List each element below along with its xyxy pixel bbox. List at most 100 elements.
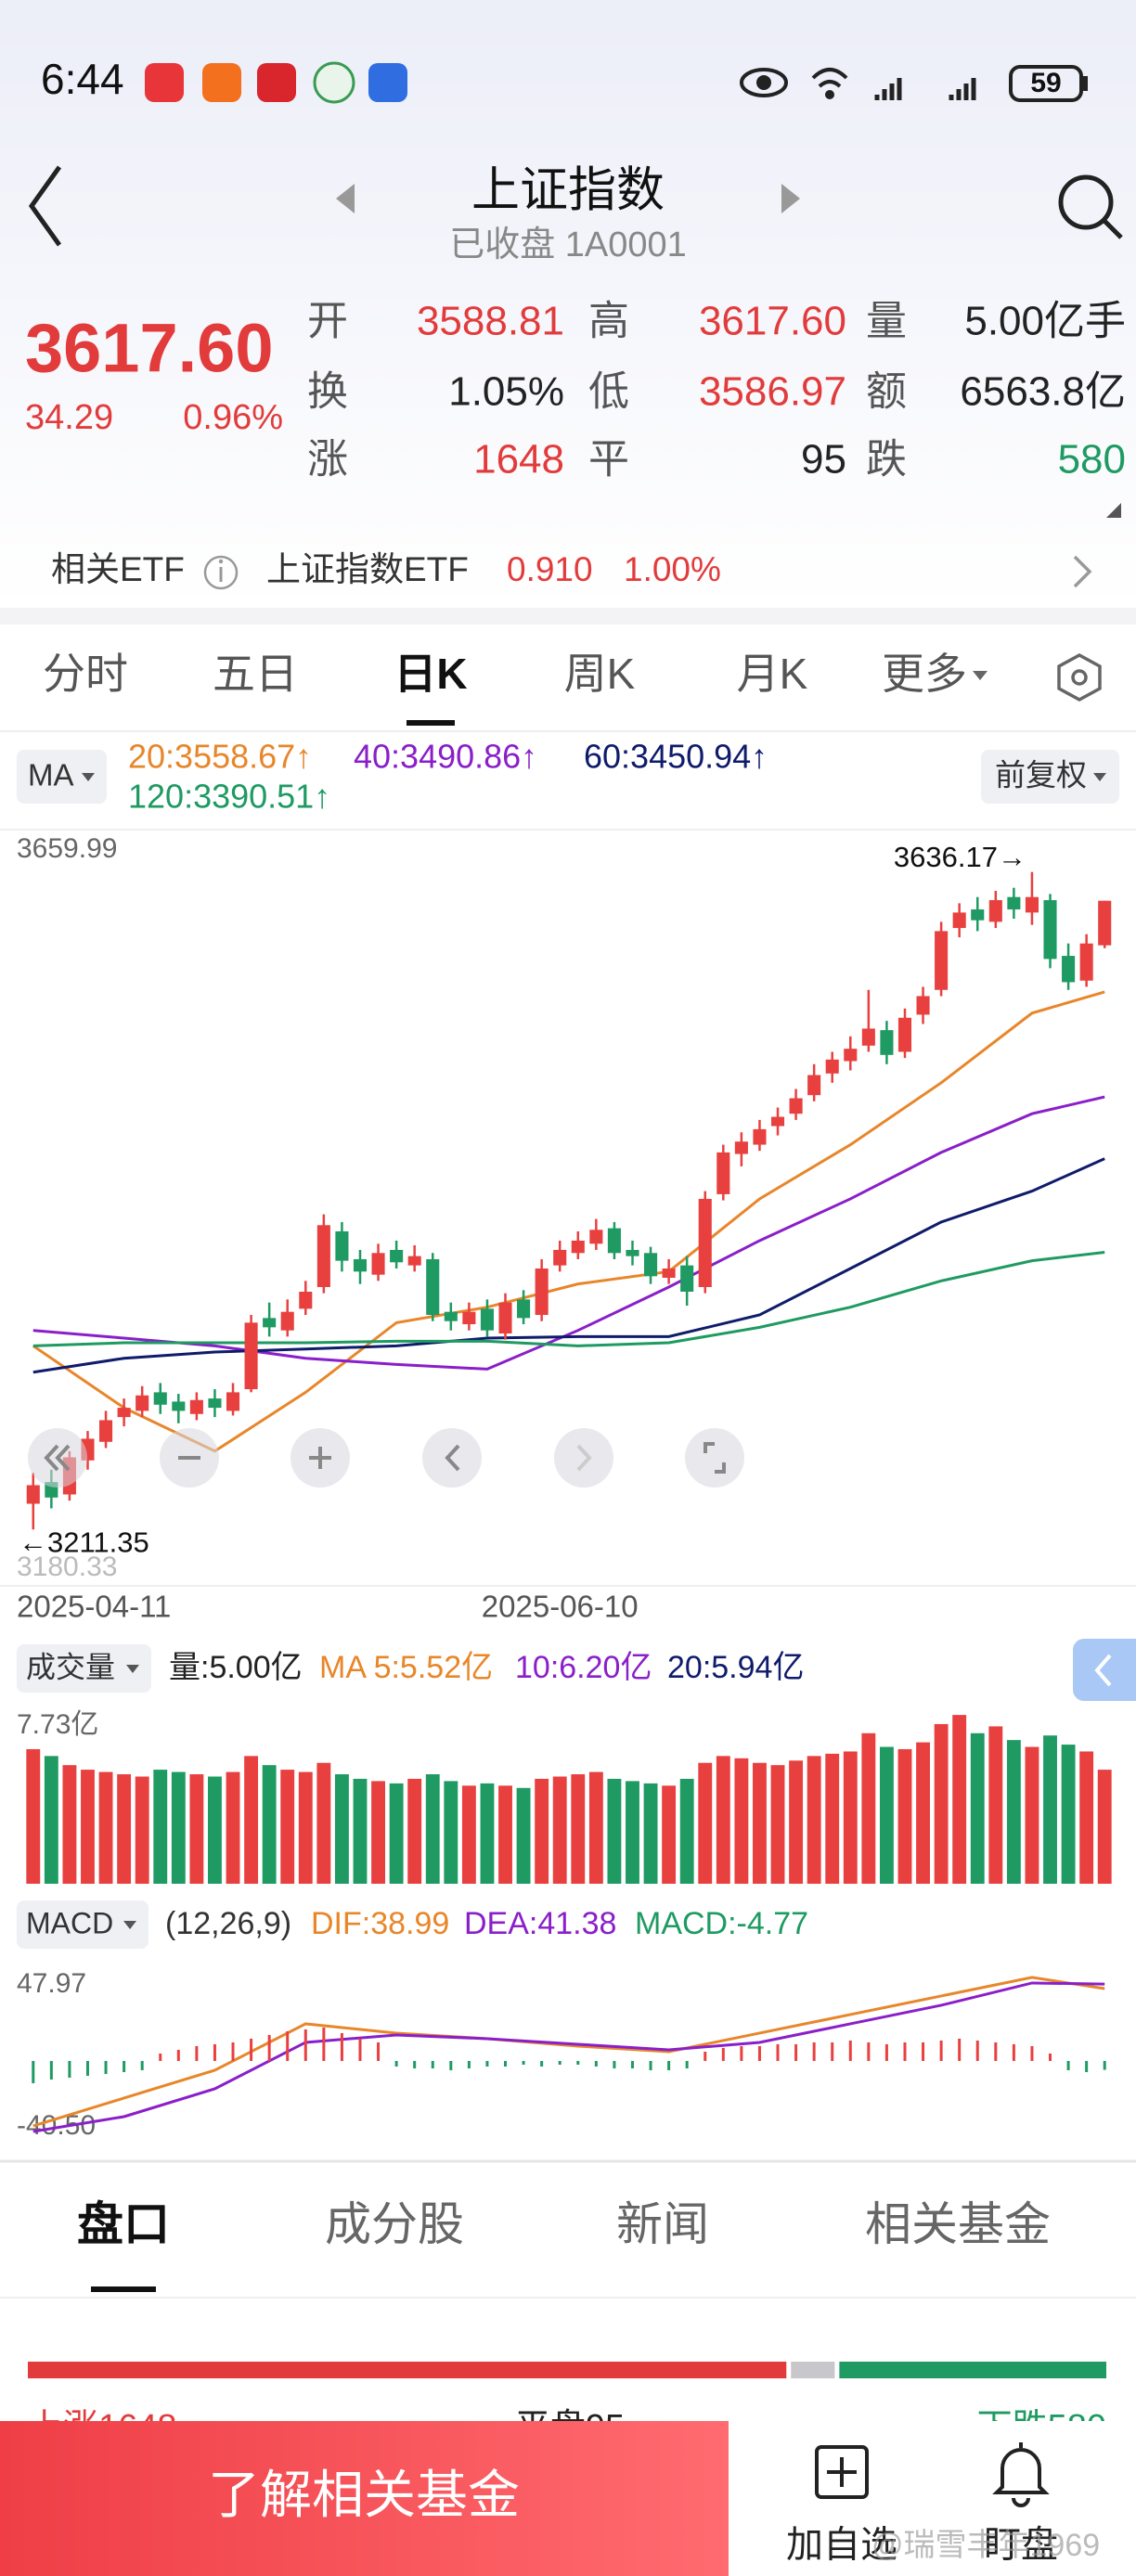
dropdown-caret xyxy=(126,1665,139,1673)
expand-indicator[interactable] xyxy=(1106,503,1121,518)
tab-underline xyxy=(407,720,455,726)
candle-body xyxy=(371,1253,385,1275)
etf-label: 相关ETF xyxy=(51,550,185,588)
y-tick-label: 3180.33 xyxy=(17,1552,117,1582)
candle-body xyxy=(916,996,930,1015)
info-icon[interactable] xyxy=(203,555,239,590)
action-label[interactable]: 盯盘 xyxy=(984,2525,1058,2566)
volume-bar xyxy=(535,1778,549,1884)
prev-index[interactable] xyxy=(336,184,355,213)
candle-body xyxy=(770,1116,785,1127)
search-button[interactable] xyxy=(1058,174,1123,239)
etf-name[interactable]: 上证指数ETF xyxy=(266,550,469,588)
volume-bar xyxy=(988,1726,1003,1884)
candle-body xyxy=(244,1322,258,1390)
period-tab[interactable]: 五日 xyxy=(213,650,298,698)
price-change: 34.29 xyxy=(25,398,113,437)
section-tab[interactable]: 新闻 xyxy=(616,2198,709,2250)
volume-legend: 20:5.94亿 xyxy=(667,1650,804,1685)
volume-bar xyxy=(98,1771,113,1884)
volume-bar xyxy=(1079,1751,1094,1884)
quote-label: 额 xyxy=(866,369,907,415)
volume-bar xyxy=(1043,1735,1057,1884)
dropdown-caret xyxy=(123,1921,136,1929)
volume-bar xyxy=(1061,1745,1076,1884)
back-button[interactable] xyxy=(28,165,62,247)
volume-bar xyxy=(643,1783,658,1884)
chart-controls[interactable] xyxy=(28,1428,744,1488)
candle-body xyxy=(208,1398,222,1409)
macd-selector[interactable] xyxy=(17,1900,148,1949)
candle-body xyxy=(734,1141,748,1154)
candle-body xyxy=(1007,896,1021,910)
ma-legend: 60:3450.94↑ xyxy=(584,738,768,776)
volume-bar xyxy=(244,1756,259,1884)
candle-body xyxy=(498,1302,512,1334)
volume-bar xyxy=(371,1781,385,1884)
volume-bar xyxy=(588,1771,603,1884)
volume-bar xyxy=(970,1732,985,1884)
ma-legend: 40:3490.86↑ xyxy=(354,738,537,776)
section-tab[interactable]: 成分股 xyxy=(325,2198,464,2250)
candle-body xyxy=(680,1265,694,1292)
etf-chevron[interactable] xyxy=(1073,555,1092,588)
candle-body xyxy=(662,1268,676,1278)
status-time: 6:44 xyxy=(41,55,124,103)
quote-value: 3588.81 xyxy=(417,299,564,344)
max-annotation: 3636.17→ xyxy=(894,841,1026,873)
volume-selector[interactable] xyxy=(17,1644,151,1693)
ma-line xyxy=(32,1157,1105,1374)
adjust-label: 前复权 xyxy=(995,758,1087,792)
candle-body xyxy=(480,1308,494,1331)
settings-icon[interactable] xyxy=(1057,653,1102,702)
separator xyxy=(0,608,1136,625)
quote-value: 1.05% xyxy=(448,369,564,415)
ma-line xyxy=(32,1250,1105,1347)
quote-label: 低 xyxy=(588,369,629,415)
period-tab[interactable]: 日K xyxy=(394,650,467,698)
candle-body xyxy=(136,1395,149,1411)
candle-body xyxy=(844,1049,858,1062)
section-tab[interactable]: 盘口 xyxy=(77,2198,170,2250)
period-tab[interactable]: 分时 xyxy=(43,650,128,698)
volume-bar xyxy=(861,1732,876,1884)
volume-bar xyxy=(26,1748,41,1884)
y-tick-label: 3659.99 xyxy=(17,833,117,864)
adjust-selector[interactable] xyxy=(981,750,1119,804)
volume-bar xyxy=(607,1778,622,1884)
alert-icon[interactable] xyxy=(992,2442,1050,2507)
macd-params: (12,26,9) xyxy=(165,1906,291,1941)
candle-body xyxy=(553,1249,567,1266)
volume-bar xyxy=(117,1774,132,1884)
period-tab[interactable]: 周K xyxy=(564,650,636,698)
candle-body xyxy=(789,1098,803,1114)
quote-label: 高 xyxy=(588,299,629,344)
volume-bar xyxy=(480,1783,495,1884)
macd-legend: DIF:38.99 xyxy=(311,1906,449,1941)
next-index[interactable] xyxy=(781,184,800,213)
candle-body xyxy=(226,1392,240,1411)
last-price: 3617.60 xyxy=(25,310,274,387)
volume-bar xyxy=(334,1774,349,1884)
candle-body xyxy=(353,1258,368,1272)
volume-bar xyxy=(679,1778,694,1884)
action-label[interactable]: 加自选 xyxy=(786,2525,897,2566)
side-panel-tab[interactable] xyxy=(1073,1639,1136,1701)
dropdown-caret xyxy=(973,671,988,680)
volume-bar xyxy=(353,1778,368,1884)
candle-body xyxy=(117,1408,131,1418)
volume-bar xyxy=(1006,1740,1021,1884)
candle-body xyxy=(407,1256,421,1266)
volume-bar xyxy=(516,1787,531,1884)
cta-button[interactable] xyxy=(0,2421,729,2576)
section-tab[interactable]: 相关基金 xyxy=(865,2198,1051,2250)
ma-line xyxy=(32,1095,1105,1371)
quote-value: 95 xyxy=(801,437,846,483)
period-tab[interactable]: 更多 xyxy=(882,650,967,698)
candle-body xyxy=(753,1128,767,1145)
etf-pct: 1.00% xyxy=(624,550,721,588)
candle-body xyxy=(172,1401,186,1411)
period-tab[interactable]: 月K xyxy=(737,650,808,698)
add-watch-icon[interactable] xyxy=(815,2445,869,2499)
ma-selector[interactable] xyxy=(17,750,107,804)
